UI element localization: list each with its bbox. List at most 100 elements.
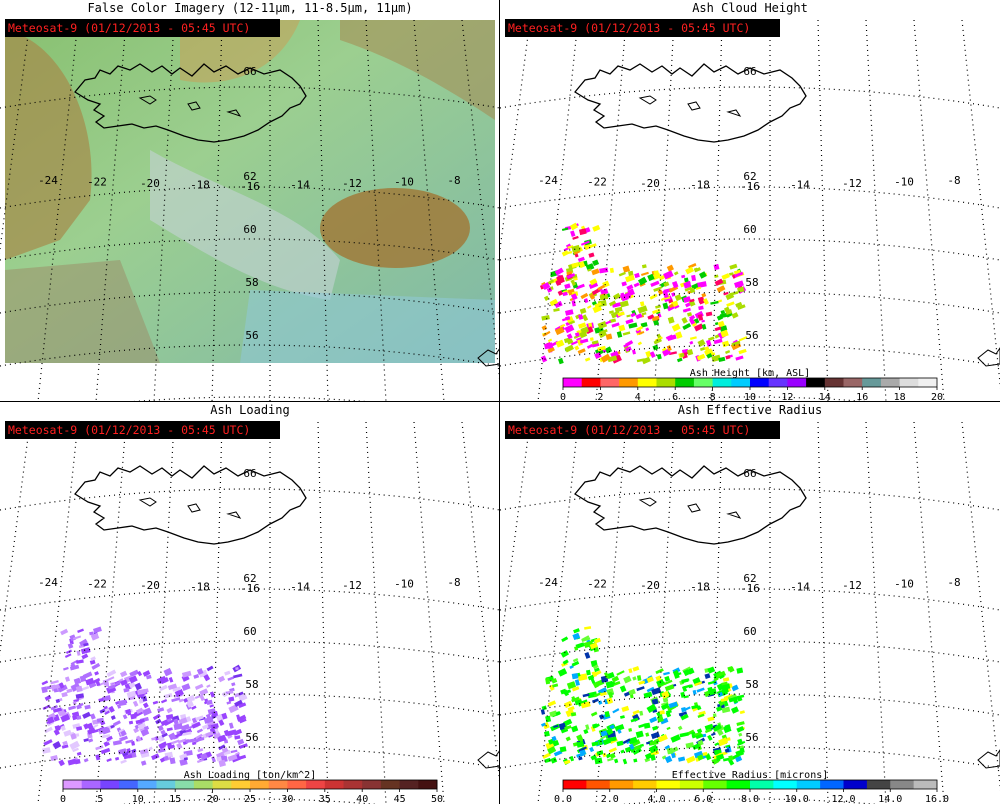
colorbar-swatch [750, 378, 770, 387]
coastline [74, 465, 307, 545]
colorbar-tick-label: 0 [60, 794, 66, 804]
lon-label: -14 [790, 179, 810, 192]
colorbar-tick-label: 14.0 [878, 794, 902, 804]
colorbar-tick-label: 18 [894, 392, 906, 402]
colorbar-title: Effective Radius [microns] [672, 770, 829, 781]
coastline [574, 465, 807, 545]
colorbar-swatch [890, 780, 915, 789]
effective-radius-map: -24 -22 -20 -18 -16 -14 -12 -10 -8 66 62 60 58 56 0.0 2… [500, 421, 1000, 804]
colorbar-swatch [750, 780, 774, 789]
panel-divider-horizontal [0, 401, 1000, 402]
colorbar-tick-label: 6.0 [694, 794, 712, 804]
lon-label: -24 [38, 576, 58, 589]
panel-divider-vertical [499, 0, 500, 804]
graticule: -24 -22 -20 -18 -16 -14 -12 -10 -8 66 62 60 58 56 [500, 421, 1000, 804]
lon-label: -22 [87, 578, 107, 591]
colorbar-swatch [137, 780, 157, 789]
colorbar-swatch [586, 780, 611, 789]
colorbar-swatch [156, 780, 176, 789]
colorbar-swatch [362, 780, 382, 789]
colorbar-tick-label: 8.0 [741, 794, 759, 804]
graticule: -24 -22 -20 -18 -16 -14 -12 -10 -8 66 62 60 58 56 [0, 19, 500, 402]
colorbar-swatch [633, 780, 658, 789]
lon-label: -12 [842, 177, 862, 190]
colorbar-swatch [119, 780, 139, 789]
colorbar-tick-label: 15 [169, 794, 181, 804]
lat-label: 66 [243, 65, 256, 78]
lon-label: -20 [140, 177, 160, 190]
satellite-label: Meteosat-9 (01/12/2013 - 05:45 UTC) [505, 421, 780, 439]
colorbar-swatch [418, 780, 438, 789]
colorbar-swatch [703, 780, 728, 789]
lat-label: 56 [245, 731, 258, 744]
panel-title: False Color Imagery (12-11μm, 11-8.5μm, … [87, 1, 413, 15]
colorbar-title: Ash Loading [ton/km^2] [184, 770, 316, 781]
lat-label: 60 [743, 223, 756, 236]
lat-label: 58 [745, 678, 758, 691]
lon-label: -8 [947, 576, 960, 589]
lat-label: 56 [245, 329, 258, 342]
lat-label: 62 [743, 170, 756, 183]
colorbar-swatch [773, 780, 798, 789]
colorbar-swatch [820, 780, 845, 789]
lat-label: 62 [243, 572, 256, 585]
lon-label: -14 [290, 179, 310, 192]
lon-label: -24 [538, 174, 558, 187]
colorbar-swatch [306, 780, 326, 789]
colorbar-tick-label: 14 [819, 392, 831, 402]
lon-label: -20 [140, 579, 160, 592]
panel-title: Ash Effective Radius [677, 403, 823, 417]
colorbar-swatch [81, 780, 101, 789]
lon-label: -18 [190, 179, 210, 192]
lon-label: -10 [394, 176, 414, 189]
colorbar: 0 2 4 6 8 10 12 14 16 18 20 Ash Height [km, ASL] [560, 368, 943, 402]
lon-label: -14 [290, 581, 310, 594]
lon-label: -8 [447, 576, 460, 589]
graticule: -24 -22 -20 -18 -16 -14 -12 -10 -8 66 62 60 58 56 [0, 421, 500, 804]
colorbar-title: Ash Height [km, ASL] [690, 368, 810, 379]
lat-label: 56 [745, 731, 758, 744]
colorbar-swatch [899, 378, 919, 387]
ash-plume [539, 222, 748, 365]
lon-label: -18 [690, 581, 710, 594]
colorbar-tick-label: 30 [281, 794, 293, 804]
lon-label: -22 [87, 176, 107, 189]
colorbar-tick-label: 12 [781, 392, 793, 402]
lon-label: -10 [894, 176, 914, 189]
colorbar-swatch [843, 780, 868, 789]
colorbar-swatch [63, 780, 83, 789]
colorbar-swatch [656, 378, 676, 387]
colorbar-swatch [250, 780, 270, 789]
colorbar-tick-label: 20 [931, 392, 943, 402]
colorbar-swatch [600, 378, 620, 387]
colorbar-swatch [637, 378, 657, 387]
lon-label: -18 [690, 179, 710, 192]
colorbar-tick-label: 50 [431, 794, 443, 804]
panel-title: Ash Loading [210, 403, 290, 417]
colorbar-swatch [918, 378, 938, 387]
colorbar-tick-label: 12.0 [831, 794, 855, 804]
colorbar-swatch [193, 780, 214, 789]
lat-label: 66 [243, 467, 256, 480]
colorbar-swatch [231, 780, 251, 789]
colorbar-swatch [343, 780, 363, 789]
lon-label: -20 [640, 177, 660, 190]
lon-label: -8 [447, 174, 460, 187]
colorbar-swatch [175, 780, 195, 789]
colorbar-swatch [866, 780, 891, 789]
colorbar-swatch [675, 378, 695, 387]
colorbar-swatch [100, 780, 120, 789]
lon-label: -16 [740, 582, 760, 595]
lon-label: -8 [947, 174, 960, 187]
colorbar-swatch [324, 780, 344, 789]
colorbar-swatch [287, 780, 307, 789]
ash-loading-map: -24 -22 -20 -18 -16 -14 -12 -10 -8 66 62 60 58 56 0 5 10… [0, 421, 500, 804]
colorbar-tick-label: 40 [356, 794, 368, 804]
colorbar-swatch [796, 780, 821, 789]
colorbar-swatch [880, 378, 901, 387]
colorbar-tick-label: 35 [319, 794, 331, 804]
colorbar-swatch [619, 378, 639, 387]
colorbar-tick-label: 4.0 [647, 794, 665, 804]
colorbar-tick-label: 4 [635, 392, 641, 402]
lon-label: -16 [240, 180, 260, 193]
